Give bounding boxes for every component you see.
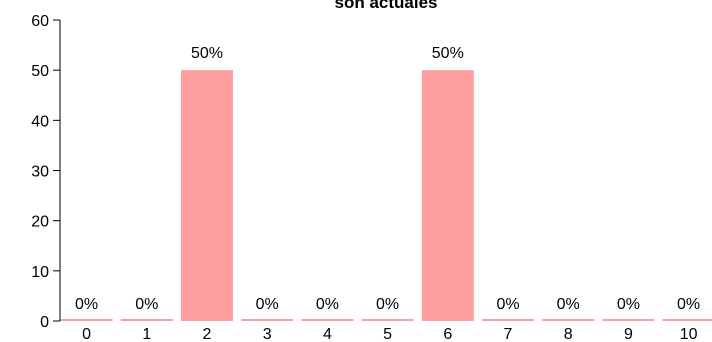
bars-group: 0% 0% 50% 0% 0% 0% 50% 0% 0% 0% 0%	[60, 45, 712, 322]
x-tick-label: 1	[142, 326, 151, 342]
x-tick-label: 3	[263, 326, 272, 342]
bar	[602, 319, 655, 321]
data-label: 0%	[135, 296, 158, 313]
x-tick-label: 9	[624, 326, 633, 342]
x-tick-label: 2	[203, 326, 212, 342]
x-axis-labels: 0 1 2 3 4 5 6 7 8 9 10	[82, 326, 697, 342]
data-label: 0%	[256, 296, 279, 313]
data-label: 0%	[316, 296, 339, 313]
y-tick-label: 50	[31, 63, 49, 80]
x-tick-label: 8	[564, 326, 573, 342]
y-axis: 0 10 20 30 40 50 60	[31, 13, 61, 331]
bar	[301, 319, 354, 321]
data-label: 50%	[432, 45, 464, 62]
x-tick-label: 0	[82, 326, 91, 342]
bar	[181, 70, 233, 322]
y-tick-label: 40	[31, 113, 49, 130]
data-label: 50%	[191, 45, 223, 62]
bar	[120, 319, 173, 321]
data-label: 0%	[557, 296, 580, 313]
bar	[662, 319, 712, 321]
bar	[60, 319, 113, 321]
data-label: 0%	[376, 296, 399, 313]
data-label: 0%	[677, 296, 700, 313]
y-tick-label: 30	[31, 164, 49, 181]
x-tick-label: 6	[443, 326, 452, 342]
x-tick-label: 7	[504, 326, 513, 342]
bar	[421, 70, 474, 322]
x-tick-label: 4	[323, 326, 332, 342]
y-tick-label: 20	[31, 214, 49, 231]
x-tick-label: 10	[680, 326, 698, 342]
y-tick-label: 10	[31, 264, 49, 281]
bar	[241, 319, 294, 321]
data-label: 0%	[617, 296, 640, 313]
data-label: 0%	[75, 296, 98, 313]
y-tick-label: 60	[31, 13, 49, 30]
x-tick-label: 5	[383, 326, 392, 342]
bar	[482, 319, 534, 321]
chart-title: son actuales	[335, 0, 438, 12]
bar	[361, 319, 414, 321]
y-tick-label: 0	[40, 314, 49, 331]
data-label: 0%	[496, 296, 519, 313]
bar	[542, 319, 595, 321]
